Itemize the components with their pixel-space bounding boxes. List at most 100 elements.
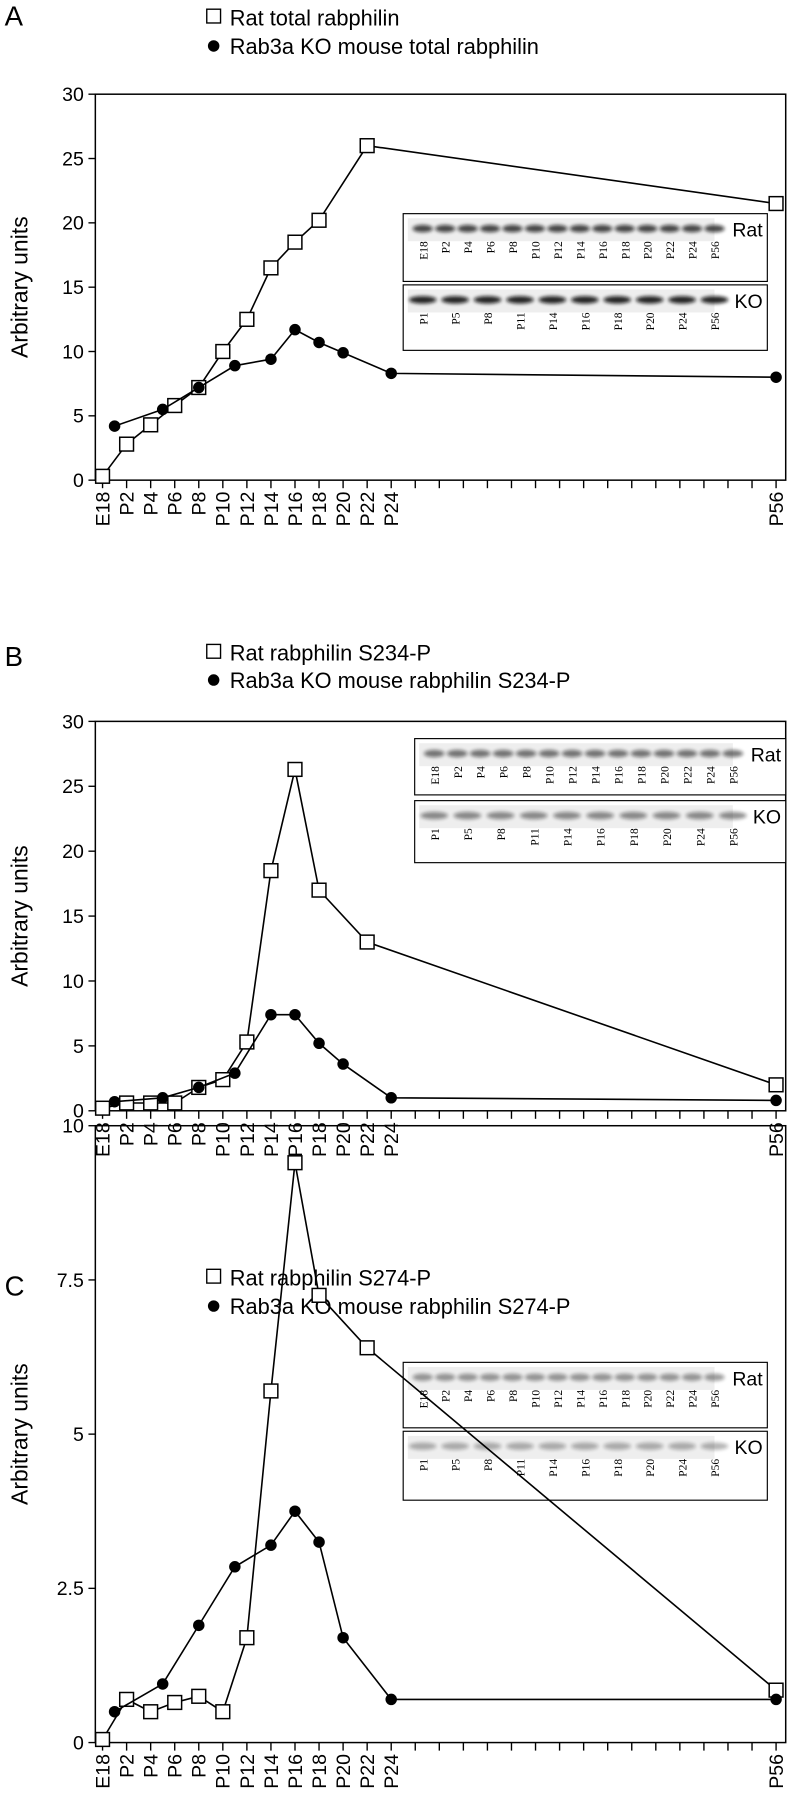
lane-label: P22	[665, 1390, 677, 1408]
data-point	[265, 353, 277, 365]
data-point	[193, 1081, 205, 1094]
lane-label: P12	[553, 241, 565, 259]
lane-label: P18	[620, 1390, 632, 1408]
blot-band	[637, 224, 658, 233]
lane-label: P14	[575, 241, 587, 259]
y-tick-label: 0	[73, 1101, 84, 1123]
lane-label: P12	[568, 766, 580, 784]
y-tick-label: 15	[62, 277, 84, 299]
y-tick-label: 5	[73, 1036, 84, 1058]
lane-label: P10	[531, 241, 543, 259]
blot-band	[592, 224, 613, 233]
lane-label: P10	[545, 766, 557, 784]
x-tick-label: E18	[92, 1754, 114, 1789]
x-tick-label: P24	[381, 1754, 403, 1789]
lane-label: P20	[662, 828, 674, 846]
data-point	[768, 1077, 784, 1093]
blot-band	[553, 811, 581, 820]
x-tick-label: P6	[165, 1754, 187, 1778]
lane-label: P6	[486, 241, 498, 253]
blot-band	[547, 224, 568, 233]
blot-band	[700, 1442, 729, 1450]
blot-band	[681, 1373, 703, 1381]
blot-band	[515, 749, 537, 758]
data-point	[193, 1619, 205, 1632]
y-axis-title: Arbitrary units	[7, 845, 33, 987]
data-point	[313, 1536, 325, 1548]
lane-label: P24	[695, 828, 707, 846]
x-tick-label: P24	[381, 1122, 403, 1157]
rat-blot: E18 P2 P4 P6 P8 P10 P12 P14 P16 P18 P20 P22 P24 P56 Ra…	[402, 213, 768, 283]
data-point	[337, 1631, 349, 1644]
blot-band	[586, 811, 614, 820]
lane-label: P24	[678, 1459, 690, 1477]
lane-label: P4	[476, 766, 488, 778]
data-point	[167, 1694, 183, 1711]
x-tick-label: P2	[117, 492, 139, 516]
blot-label: KO	[753, 807, 781, 829]
lane-label: P10	[531, 1390, 543, 1408]
blot-band	[408, 1442, 437, 1450]
x-tick-label: P10	[213, 492, 235, 527]
x-tick-label: P4	[141, 1122, 163, 1146]
lane-label: P8	[522, 766, 534, 778]
lane-label: E18	[430, 766, 442, 785]
blot-band	[408, 296, 437, 304]
blot-band	[722, 749, 744, 758]
blot-band	[420, 811, 448, 820]
legend-label: Rat rabphilin S274-P	[230, 1265, 431, 1290]
blot-band	[446, 749, 468, 758]
blot-band	[435, 224, 456, 233]
data-point	[143, 417, 159, 433]
x-tick-label: P18	[309, 1122, 331, 1157]
blot-band	[635, 1442, 664, 1450]
data-point	[215, 343, 231, 360]
lane-label: P56	[710, 1390, 722, 1408]
data-point	[156, 403, 169, 416]
blot-band	[423, 749, 445, 758]
x-tick-label: P16	[285, 1754, 307, 1789]
blot-band	[538, 749, 560, 758]
data-point	[229, 359, 241, 372]
blot-band	[492, 749, 514, 758]
lane-label: P2	[441, 241, 453, 253]
y-tick-label: 25	[62, 776, 84, 798]
x-tick-label: P4	[141, 491, 163, 515]
x-tick-label: P24	[381, 492, 403, 527]
panel: B Rat rabphilin S234-P Rab3a KO mouse rabp…	[5, 640, 788, 1157]
data-point	[94, 1731, 111, 1748]
blot-band	[473, 296, 502, 304]
blot-band	[412, 1373, 433, 1381]
series-line	[114, 1509, 777, 1713]
lane-label: P6	[499, 766, 511, 778]
lane-label: P14	[563, 828, 575, 846]
data-point	[191, 1688, 207, 1704]
data-point	[768, 195, 784, 212]
blot-band	[457, 1373, 478, 1381]
lane-label: P56	[728, 828, 740, 846]
blot-band	[412, 224, 433, 233]
x-tick-label: P12	[237, 492, 259, 527]
lane-label: P12	[553, 1390, 565, 1408]
lane-label: P1	[430, 828, 442, 840]
lane-label: P1	[418, 1459, 430, 1471]
x-tick-label: P20	[333, 1122, 355, 1157]
lane-label: P8	[483, 1459, 495, 1471]
lane-label: P56	[710, 241, 722, 259]
blot-band	[607, 749, 629, 758]
lane-label: P16	[614, 766, 626, 784]
blot-label: KO	[735, 291, 763, 313]
lane-label: P11	[516, 1459, 528, 1477]
data-point	[337, 347, 349, 359]
data-point	[118, 1095, 135, 1111]
x-tick-label: P16	[285, 1122, 307, 1157]
data-point	[239, 311, 255, 327]
data-point	[313, 1037, 325, 1050]
lane-label: P14	[591, 766, 603, 784]
x-tick-label: P6	[165, 1122, 187, 1146]
data-point	[156, 1092, 169, 1104]
x-tick-label: P2	[117, 1754, 139, 1778]
x-tick-label: P22	[357, 492, 379, 527]
